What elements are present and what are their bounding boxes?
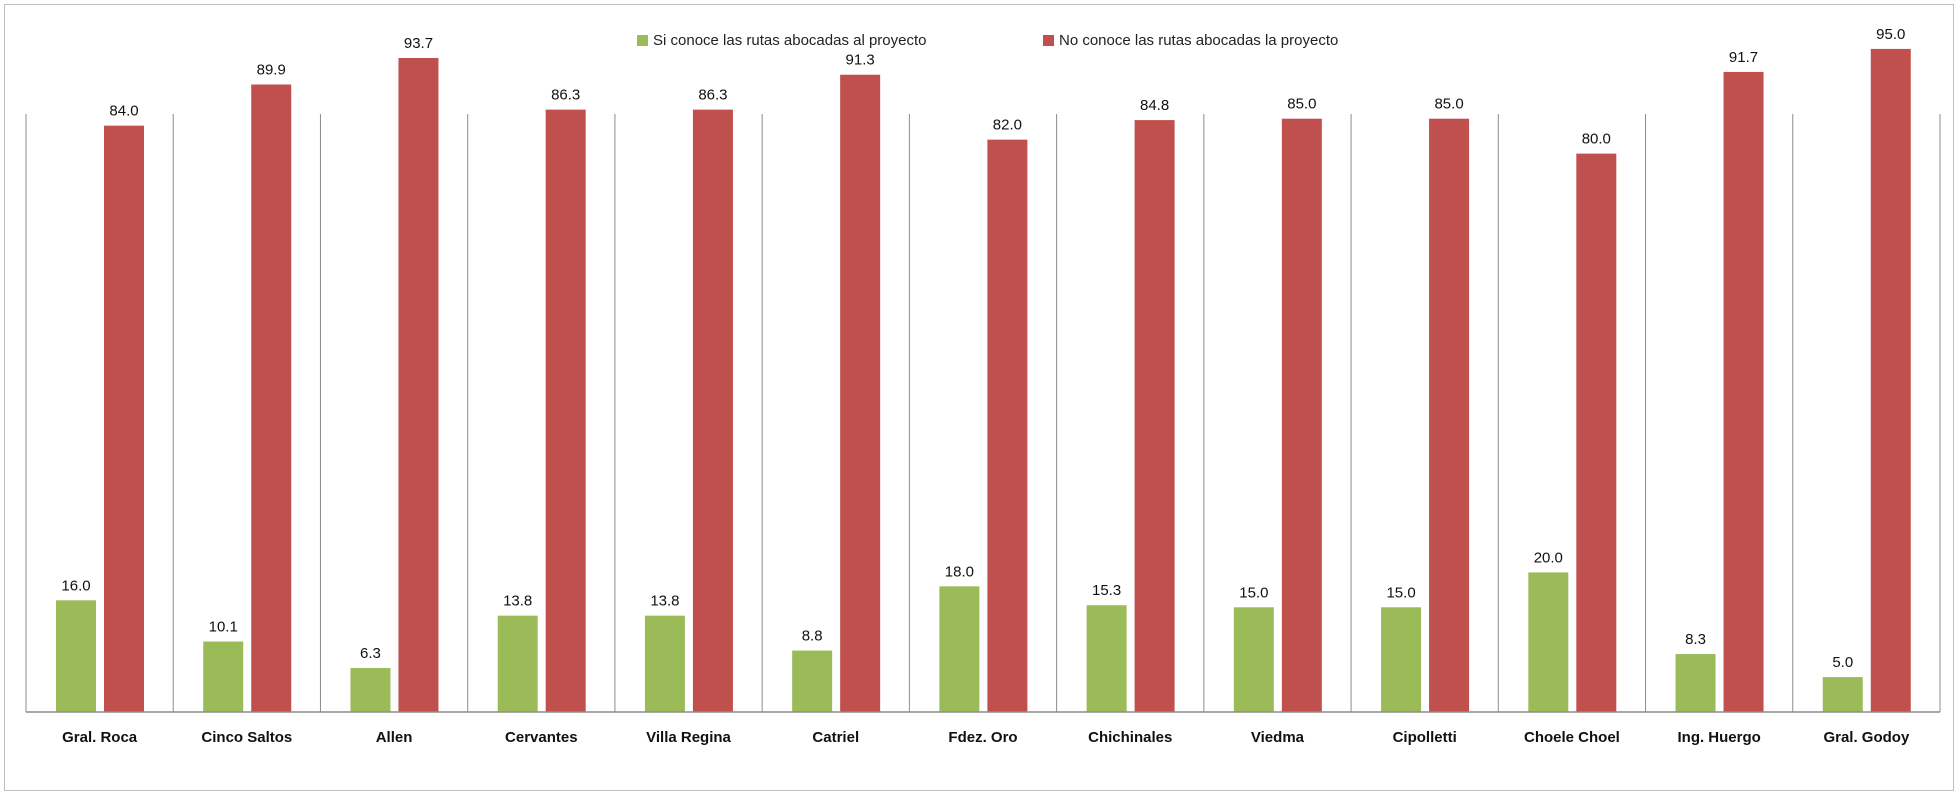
data-label: 93.7 [404, 35, 433, 52]
bar-no-conoce [1429, 118, 1470, 712]
data-label: 85.0 [1287, 96, 1316, 113]
category-label: Catriel [812, 729, 859, 746]
category-label: Cervantes [505, 729, 578, 746]
bar-si-conoce [350, 668, 391, 712]
legend-label-si-conoce: Si conoce las rutas abocadas al proyecto [653, 32, 927, 49]
category-label: Viedma [1251, 729, 1305, 746]
bar-no-conoce [987, 139, 1028, 712]
data-label: 20.0 [1534, 549, 1563, 566]
bar-si-conoce [203, 641, 244, 712]
data-label: 6.3 [360, 645, 381, 662]
bar-si-conoce [939, 586, 980, 712]
legend-item-si-conoce: Si conoce las rutas abocadas al proyecto [637, 32, 927, 49]
category-label: Villa Regina [646, 729, 731, 746]
bar-si-conoce [1675, 654, 1716, 712]
bar-no-conoce [1870, 48, 1911, 712]
bar-no-conoce [1576, 153, 1617, 713]
legend-label-no-conoce: No conoce las rutas abocadas la proyecto [1059, 32, 1339, 49]
bar-si-conoce [56, 600, 96, 712]
bar-si-conoce [792, 650, 833, 712]
bar-si-conoce [1086, 605, 1127, 712]
data-label: 18.0 [945, 563, 974, 580]
data-label: 16.0 [61, 577, 90, 594]
bar-no-conoce [1134, 120, 1175, 712]
data-label: 80.0 [1582, 131, 1611, 148]
legend: Si conoce las rutas abocadas al proyecto… [0, 32, 1960, 56]
bar-no-conoce [545, 109, 586, 713]
category-label: Chichinales [1088, 729, 1172, 746]
bar-si-conoce [1822, 677, 1863, 712]
bar-no-conoce [398, 57, 439, 712]
category-label: Choele Choel [1524, 729, 1620, 746]
data-label: 10.1 [209, 619, 238, 636]
bar-si-conoce [1381, 607, 1422, 712]
category-label: Cinco Saltos [201, 729, 292, 746]
data-label: 15.0 [1239, 584, 1268, 601]
legend-swatch-si-conoce [637, 35, 648, 46]
data-label: 82.0 [993, 117, 1022, 134]
bar-no-conoce [251, 84, 292, 713]
data-label: 13.8 [650, 593, 679, 610]
data-label: 13.8 [503, 593, 532, 610]
data-label: 84.8 [1140, 97, 1169, 114]
bar-no-conoce [1723, 71, 1764, 712]
data-label: 8.8 [802, 628, 823, 645]
bar-no-conoce [1281, 118, 1322, 712]
data-label: 5.0 [1832, 654, 1853, 671]
data-label: 86.3 [698, 87, 727, 104]
category-label: Fdez. Oro [948, 729, 1017, 746]
category-label: Ing. Huergo [1677, 729, 1760, 746]
data-label: 15.3 [1092, 582, 1121, 599]
category-label: Gral. Godoy [1823, 729, 1910, 746]
bar-no-conoce [104, 125, 144, 713]
legend-swatch-no-conoce [1043, 35, 1054, 46]
bar-no-conoce [840, 74, 881, 712]
data-label: 91.3 [846, 52, 875, 69]
category-label: Gral. Roca [62, 729, 138, 746]
category-label: Cipolletti [1393, 729, 1457, 746]
bar-si-conoce [1233, 607, 1274, 712]
data-label: 89.9 [257, 61, 286, 78]
data-label: 84.0 [109, 103, 138, 120]
data-label: 91.7 [1729, 49, 1758, 66]
bar-si-conoce [644, 615, 685, 712]
bar-no-conoce [692, 109, 733, 713]
legend-item-no-conoce: No conoce las rutas abocadas la proyecto [1043, 32, 1338, 49]
data-label: 8.3 [1685, 631, 1706, 648]
bar-si-conoce [1528, 572, 1569, 712]
data-label: 86.3 [551, 87, 580, 104]
data-label: 15.0 [1386, 584, 1415, 601]
bar-si-conoce [497, 615, 538, 712]
data-label: 85.0 [1434, 96, 1463, 113]
category-label: Allen [376, 729, 413, 746]
data-label: 95.0 [1876, 26, 1905, 43]
